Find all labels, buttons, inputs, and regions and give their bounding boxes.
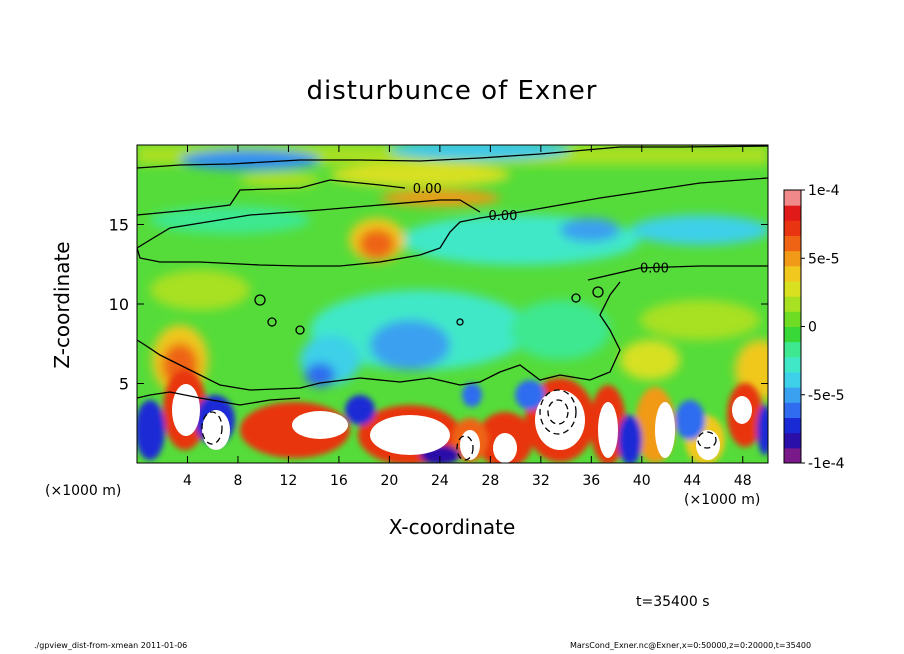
x-axis: 4 8 12 16 20 24 28 32 36 40 44 48 bbox=[183, 145, 752, 489]
colorbar-swatch bbox=[784, 265, 801, 282]
chart-title: disturbunce of Exner bbox=[306, 76, 598, 106]
colorbar-swatch bbox=[784, 372, 801, 388]
colorbar-swatch bbox=[784, 402, 801, 418]
heatmap-field bbox=[137, 145, 768, 463]
x-tick-label: 32 bbox=[532, 473, 550, 489]
contour-label: 0.00 bbox=[413, 182, 442, 197]
colorbar-tick-label: -1e-4 bbox=[808, 456, 845, 472]
colorbar-swatch bbox=[784, 326, 801, 343]
contour-label: 0.00 bbox=[640, 261, 669, 276]
colorbar-swatch bbox=[784, 296, 801, 312]
colorbar-tick-label: 1e-4 bbox=[808, 183, 840, 199]
colorbar-swatch bbox=[784, 356, 801, 373]
x-tick-label: 28 bbox=[481, 473, 499, 489]
colorbar-swatch bbox=[784, 190, 801, 206]
footer-script-info: ./gpview_dist-from-xmean 2011-01-06 bbox=[34, 641, 188, 650]
colorbar-swatch bbox=[784, 205, 801, 221]
colorbar-tick-label: 0 bbox=[808, 320, 817, 336]
colorbar-swatch bbox=[784, 220, 801, 236]
x-tick-label: 48 bbox=[734, 473, 752, 489]
x-tick-label: 24 bbox=[431, 473, 449, 489]
saturated-cores bbox=[172, 384, 752, 463]
x-tick-label: 20 bbox=[380, 473, 398, 489]
x-axis-unit-left: (×1000 m) bbox=[45, 483, 122, 499]
footer-data-source: MarsCond_Exner.nc@Exner,x=0:50000,z=0:20… bbox=[570, 641, 812, 650]
colorbar-swatch bbox=[784, 417, 801, 434]
colorbar-tick-label: 5e-5 bbox=[808, 251, 839, 267]
time-annotation: t=35400 s bbox=[636, 594, 710, 610]
colorbar-swatch bbox=[784, 250, 801, 267]
y-tick-label: 10 bbox=[109, 295, 129, 314]
negative-contours bbox=[201, 389, 717, 461]
colorbar-swatch bbox=[784, 387, 801, 403]
x-tick-label: 40 bbox=[633, 473, 651, 489]
colorbar: 1e-4 5e-5 0 -5e-5 -1e-4 bbox=[783, 183, 845, 472]
x-tick-label: 12 bbox=[280, 473, 298, 489]
x-axis-label: X-coordinate bbox=[388, 515, 516, 539]
x-tick-label: 44 bbox=[683, 473, 701, 489]
y-tick-label: 5 bbox=[119, 375, 129, 394]
colorbar-swatch bbox=[784, 311, 801, 327]
x-tick-label: 36 bbox=[582, 473, 600, 489]
colorbar-tick-label: -5e-5 bbox=[808, 388, 845, 404]
x-axis-unit-right: (×1000 m) bbox=[684, 492, 761, 508]
colorbar-swatch bbox=[784, 235, 801, 252]
x-tick-label: 4 bbox=[183, 473, 192, 489]
colorbar-swatch bbox=[784, 281, 801, 297]
colorbar-swatch bbox=[784, 341, 801, 358]
contour-label: 0.00 bbox=[489, 209, 518, 224]
contour-labels: 0.00 0.00 0.00 bbox=[413, 182, 669, 277]
colorbar-swatch bbox=[784, 447, 801, 464]
x-tick-label: 8 bbox=[233, 473, 242, 489]
y-axis: 5 10 15 bbox=[109, 216, 768, 394]
x-tick-label: 16 bbox=[330, 473, 348, 489]
y-tick-label: 15 bbox=[109, 216, 129, 235]
colorbar-swatch bbox=[784, 432, 801, 449]
zero-contours bbox=[137, 145, 768, 406]
